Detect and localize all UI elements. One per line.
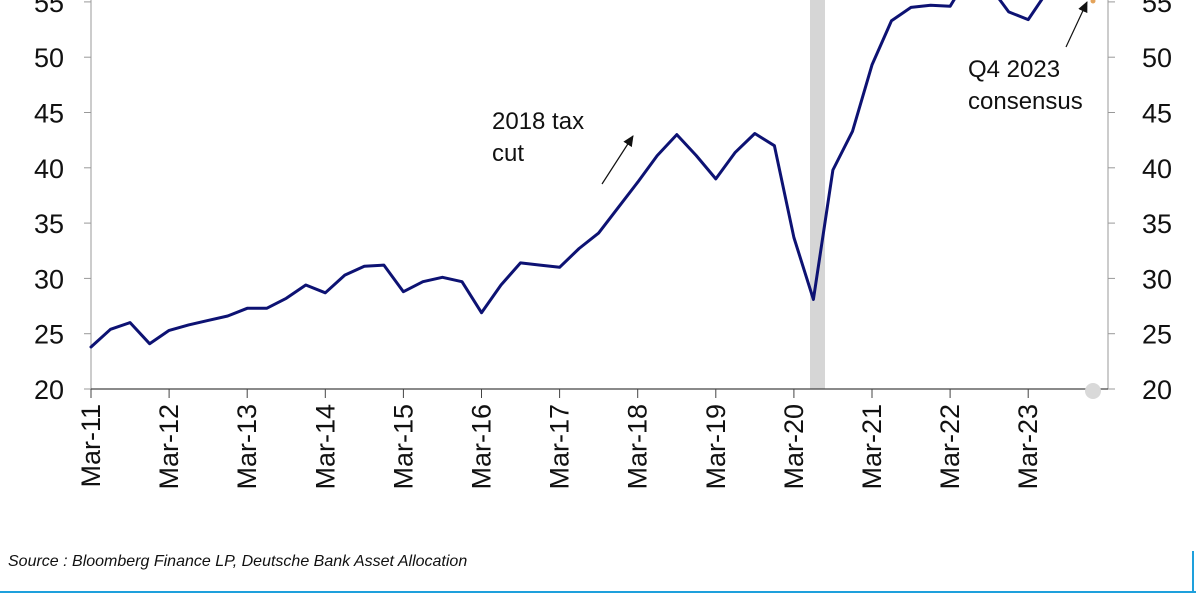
y-tick-label-left: 20 <box>34 375 64 405</box>
annotation-consensus-line1: Q4 2023 <box>968 56 1060 83</box>
y-tick-label-left: 35 <box>34 209 64 239</box>
annotation-tax-cut-line2: cut <box>492 140 524 167</box>
annotation-consensus-line2: consensus <box>968 88 1083 115</box>
x-tick-label: Mar-23 <box>1013 404 1043 490</box>
x-tick-label: Mar-19 <box>701 404 731 490</box>
x-tick-label: Mar-14 <box>310 404 340 490</box>
y-tick-label-right: 20 <box>1142 375 1172 405</box>
y-tick-label-right: 45 <box>1142 99 1172 129</box>
bottom-rule <box>0 591 1196 593</box>
x-tick-label: Mar-15 <box>388 404 418 490</box>
y-tick-label-right: 35 <box>1142 209 1172 239</box>
annotation-tax-cut-line1: 2018 tax <box>492 108 584 135</box>
y-axis-left: 20 25 30 35 40 45 50 55 <box>34 0 91 405</box>
x-tick-label: Mar-21 <box>857 404 887 490</box>
x-tick-label: Mar-20 <box>779 404 809 490</box>
x-tick-label: Mar-18 <box>623 404 653 490</box>
x-tick-label: Mar-11 <box>76 404 106 488</box>
y-tick-label-left: 30 <box>34 264 64 294</box>
y-tick-label-left: 40 <box>34 154 64 184</box>
y-tick-label-left: 45 <box>34 99 64 129</box>
x-tick-label: Mar-17 <box>545 404 575 490</box>
y-tick-label-right: 25 <box>1142 320 1172 350</box>
y-tick-label-right: 55 <box>1142 0 1172 18</box>
x-tick-label: Mar-13 <box>232 404 262 490</box>
annotation-consensus-arrow <box>1065 1 1088 48</box>
y-tick-label-left: 50 <box>34 43 64 73</box>
right-rule <box>1192 551 1194 593</box>
x-tick-label: Mar-22 <box>935 404 965 490</box>
x-axis: Mar-11 Mar-12 Mar-13 Mar-14 Mar-15 Mar-16 Mar-… <box>76 389 1043 490</box>
y-axis-right: 20 25 30 35 40 45 50 55 <box>1108 0 1172 405</box>
x-tick-label: Mar-16 <box>467 404 497 490</box>
y-tick-label-left: 55 <box>34 0 64 18</box>
source-note: Source : Bloomberg Finance LP, Deutsche … <box>8 553 468 570</box>
recession-shade <box>810 0 825 389</box>
series-line <box>89 0 1044 349</box>
y-tick-label-right: 50 <box>1142 43 1172 73</box>
y-tick-label-right: 30 <box>1142 264 1172 294</box>
consensus-marker <box>1090 0 1096 4</box>
y-tick-label-left: 25 <box>34 320 64 350</box>
annotation-tax-cut-arrow <box>601 135 634 185</box>
placeholder-dot <box>1085 383 1101 399</box>
y-tick-label-right: 40 <box>1142 154 1172 184</box>
x-tick-label: Mar-12 <box>154 404 184 490</box>
